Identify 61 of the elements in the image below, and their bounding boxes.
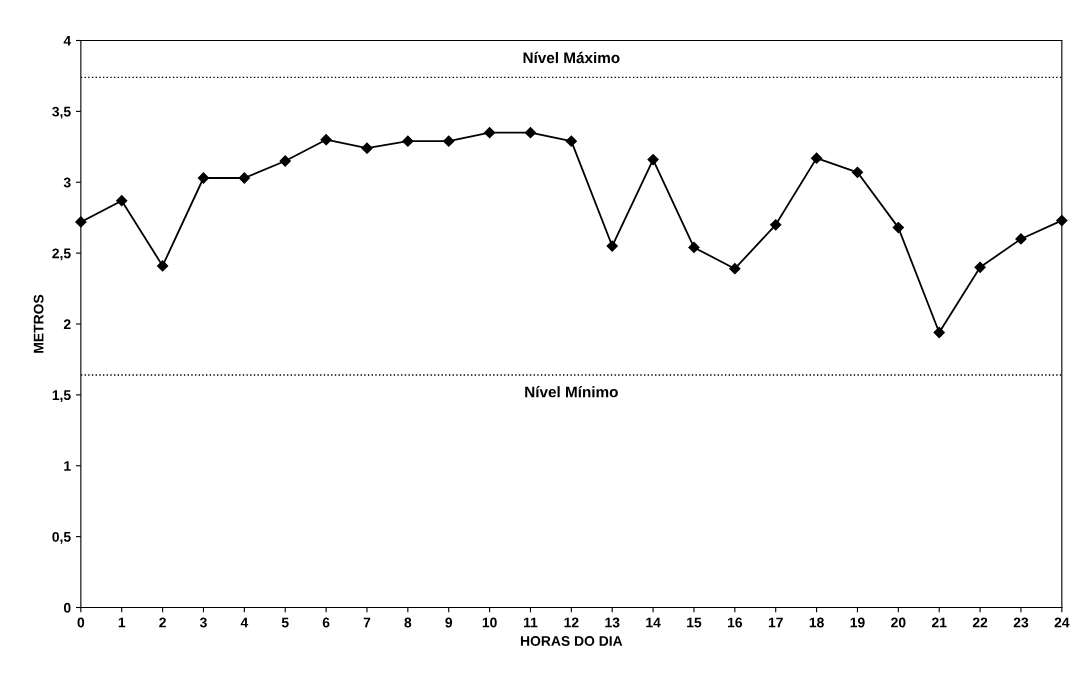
y-tick-label: 2,5	[52, 248, 71, 261]
x-tick-label: 10	[482, 617, 497, 628]
x-tick-label: 19	[850, 617, 865, 628]
y-tick-label: 3	[63, 177, 71, 188]
x-tick-label: 22	[972, 617, 988, 628]
x-tick-label: 13	[605, 617, 620, 628]
x-tick-label: 6	[322, 617, 330, 628]
point	[156, 260, 169, 272]
point	[851, 166, 864, 178]
point	[483, 127, 496, 139]
x-tick-label: 21	[931, 617, 947, 628]
x-axis-title: HORAS DO DIA	[520, 636, 623, 646]
ref-line-label: Nível Máximo	[523, 51, 620, 64]
y-tick-label: 1,5	[52, 390, 71, 403]
point	[974, 261, 986, 273]
point	[1056, 214, 1068, 227]
point	[565, 135, 577, 147]
x-tick-label: 20	[891, 617, 906, 628]
x-tick-label: 14	[646, 617, 661, 628]
point	[606, 240, 618, 252]
point	[810, 152, 823, 164]
x-tick-label: 1	[118, 617, 126, 628]
y-tick-label: 0,5	[52, 531, 71, 544]
point	[933, 326, 945, 339]
x-tick-label: 8	[404, 617, 412, 628]
point	[688, 241, 700, 254]
x-tick-label: 12	[564, 617, 579, 628]
y-tick-label: 1	[64, 461, 71, 471]
x-tick-label: 11	[524, 617, 538, 628]
x-tick-label: 17	[768, 617, 783, 628]
x-tick-label: 3	[199, 617, 207, 628]
point	[402, 135, 414, 147]
x-tick-label: 2	[159, 617, 166, 628]
x-tick-label: 16	[727, 617, 743, 628]
point	[770, 219, 782, 231]
point	[320, 134, 332, 146]
y-axis-title: METROS	[33, 294, 44, 353]
y-tick-label: 4	[63, 35, 72, 46]
x-tick-label: 18	[809, 617, 824, 628]
point	[279, 155, 291, 167]
x-tick-label: 15	[687, 617, 702, 628]
point	[238, 172, 250, 184]
point	[892, 222, 904, 234]
y-tick-label: 0	[63, 602, 71, 613]
point	[361, 142, 373, 154]
y-tick-label: 2	[63, 319, 71, 330]
x-tick-label: 24	[1054, 617, 1070, 628]
point	[729, 263, 741, 275]
x-tick-label: 0	[77, 617, 85, 628]
point	[647, 153, 659, 166]
x-tick-label: 7	[363, 617, 371, 628]
point	[443, 135, 455, 147]
y-tick-label: 3,5	[52, 106, 71, 119]
x-tick-label: 4	[240, 617, 249, 628]
x-tick-label: 23	[1013, 617, 1029, 628]
point	[524, 127, 537, 139]
point	[116, 195, 128, 207]
point	[197, 172, 210, 184]
x-tick-label: 5	[281, 617, 289, 628]
ref-line-label: Nível Mínimo	[525, 386, 618, 398]
x-tick-label: 9	[445, 617, 453, 628]
